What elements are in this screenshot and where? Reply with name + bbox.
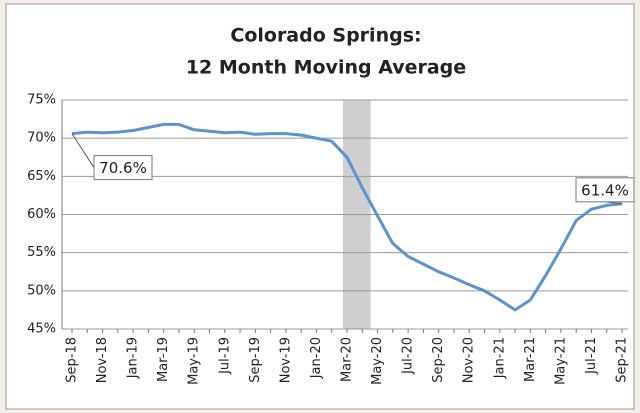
x-tick-label: Jan-21 [492,337,507,379]
chart-title: Colorado Springs: [230,25,421,47]
x-tick-label: Mar-21 [523,337,538,382]
y-tick-label: 65% [27,169,56,184]
x-tick-label: Jul-21 [584,337,599,375]
y-tick-label: 70% [27,131,56,146]
x-tick-label: Nov-19 [278,337,293,383]
label-box [575,177,635,203]
x-tick-label: Mar-19 [156,337,171,382]
label-box [93,155,153,181]
x-tick-label: May-21 [553,337,568,385]
x-tick-label: Jul-20 [401,337,416,375]
x-tick-label: Jul-19 [217,337,232,375]
x-tick-label: Nov-20 [462,337,477,383]
x-tick-label: Sep-21 [615,337,630,383]
y-tick-label: 60% [27,207,56,222]
y-tick-label: 55% [27,245,56,260]
x-tick-label: Sep-19 [248,337,263,383]
x-tick-label: Jan-19 [126,337,141,379]
x-tick-label: May-19 [187,337,202,385]
data-label: 61.4% [581,181,629,199]
data-label: 70.6% [99,159,147,177]
y-tick-label: 45% [27,322,56,337]
chart-frame [5,3,635,410]
x-tick-label: Sep-18 [65,337,80,383]
data-line [71,122,623,312]
x-tick-label: Mar-20 [340,337,355,382]
chart-title: 12 Month Moving Average [186,57,466,79]
x-tick-label: May-20 [370,337,385,385]
x-tick-label: Jan-20 [309,337,324,379]
x-tick-label: Sep-20 [431,337,446,383]
x-tick-label: Nov-18 [95,337,110,383]
y-tick-label: 75% [27,93,56,108]
label-leader [71,133,95,168]
y-tick-label: 50% [27,283,56,298]
